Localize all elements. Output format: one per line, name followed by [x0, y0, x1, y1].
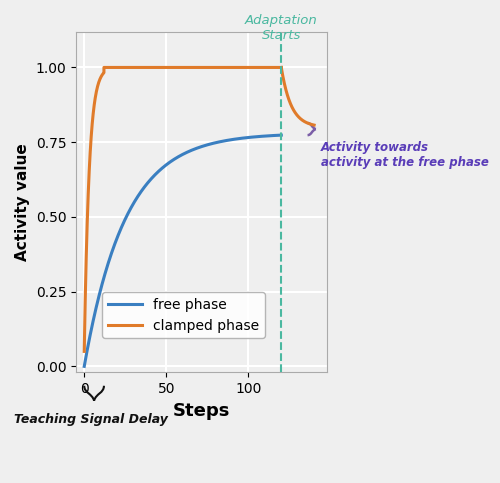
free phase [116, 230, 122, 236]
clamped phase [213, 65, 219, 71]
X-axis label: Steps: Steps [173, 401, 231, 420]
free phase [170, 157, 176, 163]
Y-axis label: Activity value: Activity value [15, 143, 30, 261]
free phase [132, 198, 138, 204]
free phase [81, 363, 87, 369]
clamped phase [91, 105, 97, 111]
Text: Activity towards
activity at the free phase: Activity towards activity at the free ph… [320, 141, 488, 169]
free phase [278, 132, 284, 138]
clamped phase [214, 65, 220, 71]
clamped phase [101, 65, 107, 71]
Line: clamped phase: clamped phase [84, 68, 281, 352]
free phase [213, 140, 219, 145]
clamped phase [191, 65, 197, 71]
free phase [198, 144, 203, 150]
Text: Teaching Signal Delay: Teaching Signal Delay [14, 412, 168, 426]
clamped phase [120, 65, 126, 71]
Line: free phase: free phase [84, 135, 281, 366]
free phase [230, 137, 235, 142]
clamped phase [278, 65, 284, 71]
clamped phase [81, 349, 87, 355]
Text: Adaptation
Starts: Adaptation Starts [245, 14, 318, 42]
clamped phase [136, 65, 142, 71]
Legend: free phase, clamped phase: free phase, clamped phase [102, 292, 265, 338]
